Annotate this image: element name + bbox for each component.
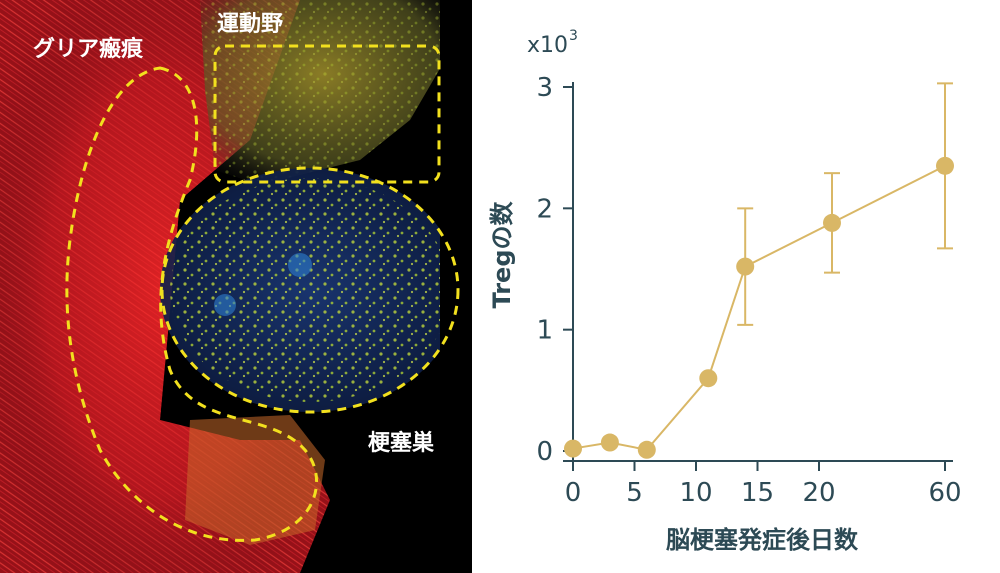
y-tick-label: 0 (536, 437, 553, 467)
data-point (637, 440, 656, 459)
infarct-core-label: 梗塞巣 (368, 431, 435, 456)
x-tick-label: 15 (741, 478, 774, 508)
series-line (572, 164, 946, 451)
y-tick-label: 2 (536, 194, 553, 224)
y-axis-label: Tregの数 (488, 200, 516, 308)
y-multiplier-label: x10 (527, 33, 568, 58)
data-point (736, 257, 755, 276)
motor-cortex-outline (213, 44, 441, 184)
infarct-core-outline (160, 166, 460, 414)
x-axis-label: 脳梗塞発症後日数 (666, 526, 859, 554)
data-point (699, 369, 718, 388)
x-tick-label: 0 (565, 478, 582, 508)
treg-chart: 0 1 2 3 0 5 10 15 20 60 x10 3 Tregの数 脳梗塞発症後日数 (472, 0, 1000, 573)
x-tick-label: 5 (626, 478, 643, 508)
x-tick-label: 20 (802, 478, 835, 508)
glial-scar-label: グリア瘢痕 (33, 37, 144, 62)
y-multiplier-exponent: 3 (569, 28, 578, 44)
micrograph-image (0, 0, 472, 573)
x-tick-label: 60 (928, 478, 961, 508)
x-tick-label: 10 (679, 478, 712, 508)
data-point (600, 433, 619, 452)
glial-scar-outline (65, 66, 319, 542)
series-treg (564, 82, 954, 459)
data-point (936, 156, 954, 175)
y-tick-label: 3 (536, 73, 553, 103)
micrograph-panel: グリア瘢痕 運動野 梗塞巣 (0, 0, 472, 573)
data-point (564, 439, 582, 458)
y-tick-label: 1 (536, 316, 553, 346)
motor-cortex-label: 運動野 (217, 12, 284, 37)
data-point (823, 213, 841, 232)
